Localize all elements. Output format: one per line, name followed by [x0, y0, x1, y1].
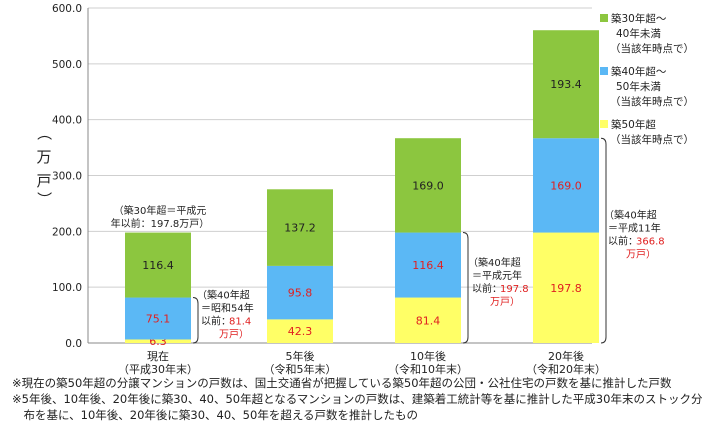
bar-value-label: 169.0 [412, 179, 444, 192]
annotation-note: 年以前：197.8万戸） [111, 217, 210, 230]
bar-value-label: 193.4 [550, 78, 582, 91]
bar-segment [395, 297, 461, 343]
bar-segment [267, 265, 333, 320]
annotation-bracket [192, 297, 199, 344]
footnote-2: ※5年後、10年後、20年後に築30、40、50年超となるマンションの戸数は、建… [12, 392, 703, 406]
x-tick-label: 10年後 [410, 349, 446, 363]
annotation-value: 万戸） [219, 328, 249, 340]
bar-value-label: 95.8 [288, 287, 313, 300]
annotation-note: （築40年超 [468, 256, 521, 269]
bar-segment [125, 232, 191, 298]
annotation-note: （築30年超＝平成元 [114, 204, 207, 217]
legend-swatch [600, 14, 608, 22]
legend-label: 築30年超～ [611, 12, 667, 25]
legend-label: 50年未満 [616, 80, 661, 93]
annotation-value: 197.8 [500, 284, 529, 295]
bar-value-label: 116.4 [412, 259, 444, 272]
annotation-bracket [462, 232, 469, 344]
bar-value-label: 81.4 [416, 314, 441, 327]
annotation-note: ＝平成11年 [608, 222, 661, 235]
annotation-value: 366.8 [636, 237, 665, 248]
x-tick-label: （平成30年末） [118, 362, 198, 376]
bar-segment [533, 30, 599, 139]
legend-swatch [600, 120, 608, 128]
annotation-note: （築40年超 [604, 209, 657, 222]
annotation-bracket [600, 137, 607, 344]
bar-segment [125, 297, 191, 340]
bar-segment [395, 138, 461, 233]
bar-value-label: 75.1 [146, 313, 171, 326]
y-axis-label-char: ） [35, 191, 53, 206]
bar-segment [267, 189, 333, 266]
annotation-note: 以前： [608, 235, 638, 248]
y-tick-label: 400.0 [52, 115, 82, 127]
y-tick-label: 0.0 [65, 338, 82, 350]
bar-segment [533, 138, 599, 233]
bar-value-label: 137.2 [284, 222, 316, 235]
y-axis-label-char: 戸 [36, 172, 51, 190]
annotation-note: 以前： [472, 282, 502, 295]
footnote-3: 布を基に、10年後、20年後に築30、40、50年を超える戸数を推計したもの [12, 408, 418, 422]
bar-value-label: 116.4 [142, 259, 174, 272]
annotation-value: 81.4 [229, 316, 251, 327]
y-tick-label: 100.0 [52, 282, 82, 294]
bar-value-label: 197.8 [550, 282, 582, 295]
footnote-1: ※現在の築50年超の分譲マンションの戸数は、国土交通省が把握している築50年超の… [12, 376, 672, 390]
legend-label: （当該年時点で） [610, 133, 694, 146]
x-tick-label: （令和10年末） [388, 362, 468, 376]
x-tick-label: 20年後 [548, 349, 584, 363]
annotation-note: （築40年超 [197, 288, 250, 301]
bar-segment [395, 232, 461, 298]
legend-label: 築40年超～ [611, 65, 667, 78]
y-tick-label: 200.0 [52, 226, 82, 238]
bar-value-label: 42.3 [288, 325, 313, 338]
x-tick-label: 5年後 [286, 349, 315, 363]
bar-segment [125, 339, 191, 343]
legend-label: 40年未満 [616, 27, 661, 40]
legend-swatch [600, 67, 608, 75]
y-tick-label: 600.0 [52, 3, 82, 15]
bar-value-label: 169.0 [550, 179, 582, 192]
annotation-note: ＝昭和54年 [201, 301, 254, 314]
annotation-value: 万戸） [490, 296, 520, 308]
annotation-value: 万戸） [626, 249, 656, 261]
x-tick-label: （令和20年末） [526, 362, 606, 376]
y-tick-label: 500.0 [52, 59, 82, 71]
annotation-note: ＝平成元年 [472, 269, 522, 282]
x-tick-label: 現在 [147, 350, 169, 363]
y-tick-label: 300.0 [52, 171, 82, 183]
y-axis-label-char: （ [35, 125, 53, 140]
legend-label: （当該年時点で） [610, 95, 694, 108]
legend-label: （当該年時点で） [610, 42, 694, 55]
annotation-note: 以前： [201, 314, 231, 327]
bar-segment [533, 232, 599, 343]
bar-segment [267, 319, 333, 343]
y-axis-label-char: 万 [36, 148, 51, 166]
x-tick-label: （令和5年末） [264, 362, 337, 376]
legend-label: 築50年超 [611, 118, 656, 131]
